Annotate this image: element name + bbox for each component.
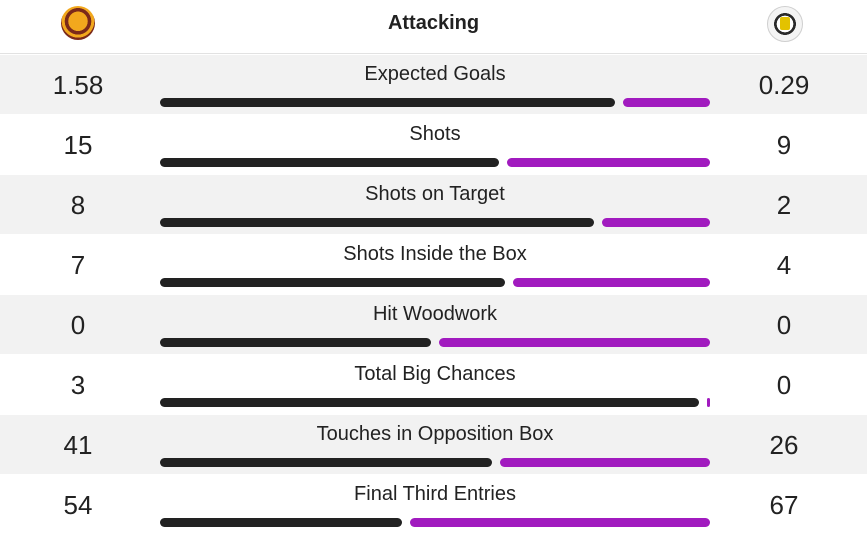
stat-comparison-bar <box>160 398 710 407</box>
stat-row: 15 Shots 9 <box>0 114 867 174</box>
stat-label: Total Big Chances <box>354 363 516 385</box>
home-stat-value: 0 <box>70 310 86 340</box>
away-stat-value: 67 <box>769 490 799 520</box>
stats-list: 1.58 Expected Goals 0.29 15 Shots 9 8 Shots on … <box>0 54 867 534</box>
stat-row: 3 Total Big Chances 0 <box>0 354 867 414</box>
stat-comparison-bar <box>160 338 710 347</box>
stat-row: 0 Hit Woodwork 0 <box>0 294 867 354</box>
away-share-bar <box>507 158 710 167</box>
home-stat-value: 8 <box>70 190 86 220</box>
stat-comparison-bar <box>160 218 710 227</box>
stat-comparison-bar <box>160 98 710 107</box>
home-stat-value: 54 <box>63 490 93 520</box>
stat-label: Touches in Opposition Box <box>316 423 554 445</box>
stat-row: 8 Shots on Target 2 <box>0 174 867 234</box>
home-share-bar <box>160 218 594 227</box>
away-team-crest-icon[interactable] <box>767 6 803 42</box>
away-stat-value: 2 <box>776 190 792 220</box>
away-share-bar <box>410 518 710 527</box>
home-stat-value: 41 <box>63 430 93 460</box>
away-share-bar <box>602 218 710 227</box>
home-stat-value: 15 <box>63 130 93 160</box>
home-share-bar <box>160 458 492 467</box>
away-stat-value: 0.29 <box>758 70 810 100</box>
away-share-bar <box>707 398 710 407</box>
away-stat-value: 26 <box>769 430 799 460</box>
away-share-bar <box>513 278 710 287</box>
section-header: Attacking <box>0 0 867 54</box>
stat-row: 7 Shots Inside the Box 4 <box>0 234 867 294</box>
section-title: Attacking <box>387 12 480 34</box>
home-share-bar <box>160 158 499 167</box>
home-stat-value: 3 <box>70 370 86 400</box>
home-stat-value: 1.58 <box>52 70 104 100</box>
home-share-bar <box>160 518 402 527</box>
away-share-bar <box>500 458 710 467</box>
stat-row: 41 Touches in Opposition Box 26 <box>0 414 867 474</box>
stat-comparison-bar <box>160 518 710 527</box>
away-stat-value: 0 <box>776 310 792 340</box>
stat-label: Shots <box>409 123 461 145</box>
away-share-bar <box>623 98 710 107</box>
stat-label: Shots on Target <box>365 183 505 205</box>
stat-comparison-bar <box>160 278 710 287</box>
stat-label: Final Third Entries <box>354 483 516 505</box>
stat-label: Hit Woodwork <box>372 303 498 325</box>
stat-comparison-bar <box>160 458 710 467</box>
home-share-bar <box>160 338 431 347</box>
stat-row: 1.58 Expected Goals 0.29 <box>0 54 867 114</box>
home-share-bar <box>160 278 505 287</box>
home-share-bar <box>160 98 615 107</box>
away-share-bar <box>439 338 710 347</box>
away-stat-value: 4 <box>776 250 792 280</box>
home-team-crest-icon[interactable] <box>61 6 95 40</box>
away-stat-value: 0 <box>776 370 792 400</box>
stat-row: 54 Final Third Entries 67 <box>0 474 867 534</box>
home-stat-value: 7 <box>70 250 86 280</box>
stat-comparison-bar <box>160 158 710 167</box>
home-share-bar <box>160 398 699 407</box>
stat-label: Shots Inside the Box <box>343 243 527 265</box>
away-stat-value: 9 <box>776 130 792 160</box>
stat-label: Expected Goals <box>364 63 506 85</box>
